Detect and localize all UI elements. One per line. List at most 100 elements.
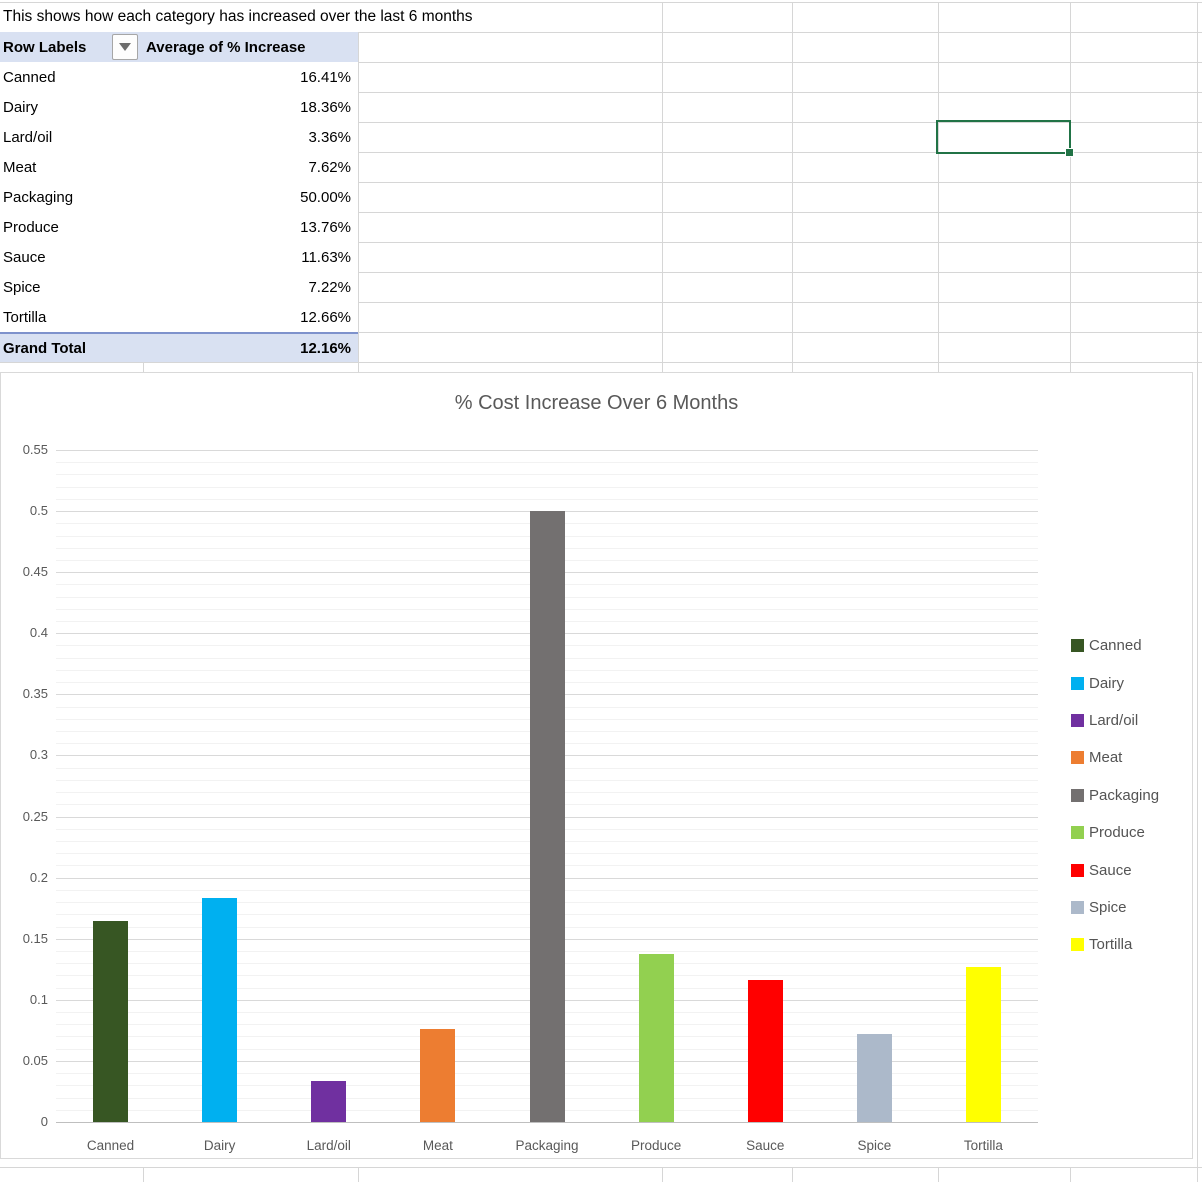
legend-item-meat[interactable]: Meat: [1071, 739, 1159, 776]
pivot-row[interactable]: Tortilla 12.66%: [0, 302, 358, 332]
x-axis-label: Lard/oil: [306, 1138, 351, 1153]
legend-item-packaging[interactable]: Packaging: [1071, 777, 1159, 814]
legend-label: Lard/oil: [1089, 711, 1139, 729]
pivot-row-value: 11.63%: [301, 248, 351, 266]
pivot-table: Row Labels Average of % Increase Canned 1…: [0, 32, 358, 362]
pivot-row-value: 16.41%: [300, 68, 351, 86]
legend-swatch: [1071, 713, 1084, 727]
selected-cell-outline[interactable]: [936, 120, 1074, 157]
pivot-row[interactable]: Sauce 11.63%: [0, 242, 358, 272]
bar-tortilla[interactable]: [965, 967, 1001, 1122]
legend-label: Sauce: [1089, 861, 1132, 879]
x-axis-label: Meat: [422, 1138, 453, 1153]
gridline-vertical: [662, 1167, 663, 1182]
gridline-horizontal: [358, 122, 1202, 123]
gridline-vertical: [792, 1167, 793, 1182]
chart[interactable]: % Cost Increase Over 6 Months 0 0.05 0.1 0.…: [0, 372, 1193, 1159]
gridline-horizontal: [0, 1167, 1202, 1168]
pivot-row[interactable]: Lard/oil 3.36%: [0, 122, 358, 152]
filter-dropdown-button[interactable]: [112, 34, 138, 60]
legend-item-tortilla[interactable]: Tortilla: [1071, 926, 1159, 963]
gridline-horizontal: [358, 32, 1202, 33]
pivot-row-label: Produce: [3, 218, 59, 236]
legend-item-spice[interactable]: Spice: [1071, 889, 1159, 926]
legend-label: Dairy: [1089, 674, 1125, 692]
gridline-vertical: [1070, 2, 1071, 372]
pivot-header-value-label: Average of % Increase: [146, 38, 306, 56]
y-tick-label: 0.35: [22, 686, 48, 702]
x-axis-label: Spice: [857, 1138, 892, 1153]
legend-swatch: [1071, 900, 1084, 914]
gridline-vertical: [938, 1167, 939, 1182]
y-tick-label: 0.05: [22, 1052, 48, 1068]
legend-item-lard-oil[interactable]: Lard/oil: [1071, 702, 1159, 739]
pivot-row[interactable]: Canned 16.41%: [0, 62, 358, 92]
legend-label: Spice: [1089, 898, 1127, 916]
chart-gridline: [56, 498, 1038, 500]
y-tick-label: 0.3: [29, 747, 48, 763]
legend-item-produce[interactable]: Produce: [1071, 814, 1159, 851]
legend-item-sauce[interactable]: Sauce: [1071, 851, 1159, 888]
pivot-row-value: 12.66%: [300, 308, 351, 326]
pivot-row[interactable]: Spice 7.22%: [0, 272, 358, 302]
sheet-note-cell[interactable]: This shows how each category has increas…: [3, 8, 473, 25]
gridline-horizontal: [358, 332, 1202, 333]
chart-gridline: [56, 474, 1038, 476]
legend-swatch: [1071, 863, 1084, 877]
pivot-row[interactable]: Produce 13.76%: [0, 212, 358, 242]
legend-item-canned[interactable]: Canned: [1071, 627, 1159, 664]
x-axis-label: Packaging: [515, 1138, 579, 1153]
pivot-total-label: Grand Total: [3, 339, 87, 357]
bar-produce[interactable]: [638, 953, 674, 1122]
legend-swatch: [1071, 751, 1084, 765]
pivot-row[interactable]: Meat 7.62%: [0, 152, 358, 182]
legend-swatch: [1071, 639, 1084, 653]
gridline-horizontal: [358, 302, 1202, 303]
x-axis-label: Canned: [86, 1138, 135, 1153]
y-tick-label: 0.45: [22, 564, 48, 580]
legend-item-dairy[interactable]: Dairy: [1071, 664, 1159, 701]
bar-dairy[interactable]: [202, 897, 238, 1122]
chart-gridline: [56, 462, 1038, 464]
gridline-horizontal: [0, 362, 1202, 363]
pivot-row-value: 7.62%: [308, 158, 351, 176]
bar-canned[interactable]: [93, 921, 129, 1122]
chart-title[interactable]: % Cost Increase Over 6 Months: [454, 392, 739, 414]
bar-spice[interactable]: [856, 1033, 892, 1122]
chart-legend: Canned Dairy Lard/oil Meat Packaging Produce S…: [1071, 627, 1159, 964]
gridline-horizontal: [358, 62, 1202, 63]
pivot-row-value: 50.00%: [300, 188, 351, 206]
gridline-horizontal: [358, 92, 1202, 93]
gridline-horizontal: [358, 242, 1202, 243]
pivot-row-value: 18.36%: [300, 98, 351, 116]
pivot-rows: Canned 16.41% Dairy 18.36% Lard/oil 3.36% Meat…: [0, 62, 358, 332]
legend-label: Canned: [1089, 637, 1142, 655]
y-tick-label: 0.25: [22, 808, 48, 824]
legend-swatch: [1071, 938, 1084, 952]
pivot-total-row[interactable]: Grand Total 12.16%: [0, 332, 358, 362]
gridline-vertical: [358, 1167, 359, 1182]
legend-label: Meat: [1089, 749, 1123, 767]
chart-gridline: [56, 486, 1038, 488]
x-axis-line: [56, 1122, 1038, 1123]
bar-sauce[interactable]: [747, 979, 783, 1122]
pivot-row-value: 13.76%: [300, 218, 351, 236]
pivot-row-label: Tortilla: [3, 308, 47, 326]
y-tick-label: 0.5: [29, 503, 48, 519]
pivot-row[interactable]: Dairy 18.36%: [0, 92, 358, 122]
pivot-total-value: 12.16%: [300, 339, 351, 357]
pivot-row-value: 3.36%: [308, 128, 351, 146]
gridline-horizontal: [358, 212, 1202, 213]
pivot-header-row[interactable]: Row Labels Average of % Increase: [0, 32, 358, 62]
pivot-row-label: Dairy: [3, 98, 39, 116]
bar-lard-oil[interactable]: [311, 1080, 347, 1122]
fill-handle[interactable]: [1065, 148, 1074, 157]
gridline-vertical: [1197, 2, 1198, 1182]
legend-swatch: [1071, 788, 1084, 802]
bar-packaging[interactable]: [529, 511, 565, 1122]
pivot-row-label: Packaging: [3, 188, 74, 206]
pivot-row[interactable]: Packaging 50.00%: [0, 182, 358, 212]
x-axis-label: Sauce: [746, 1138, 785, 1153]
bar-meat[interactable]: [420, 1028, 456, 1122]
pivot-row-value: 7.22%: [308, 278, 351, 296]
